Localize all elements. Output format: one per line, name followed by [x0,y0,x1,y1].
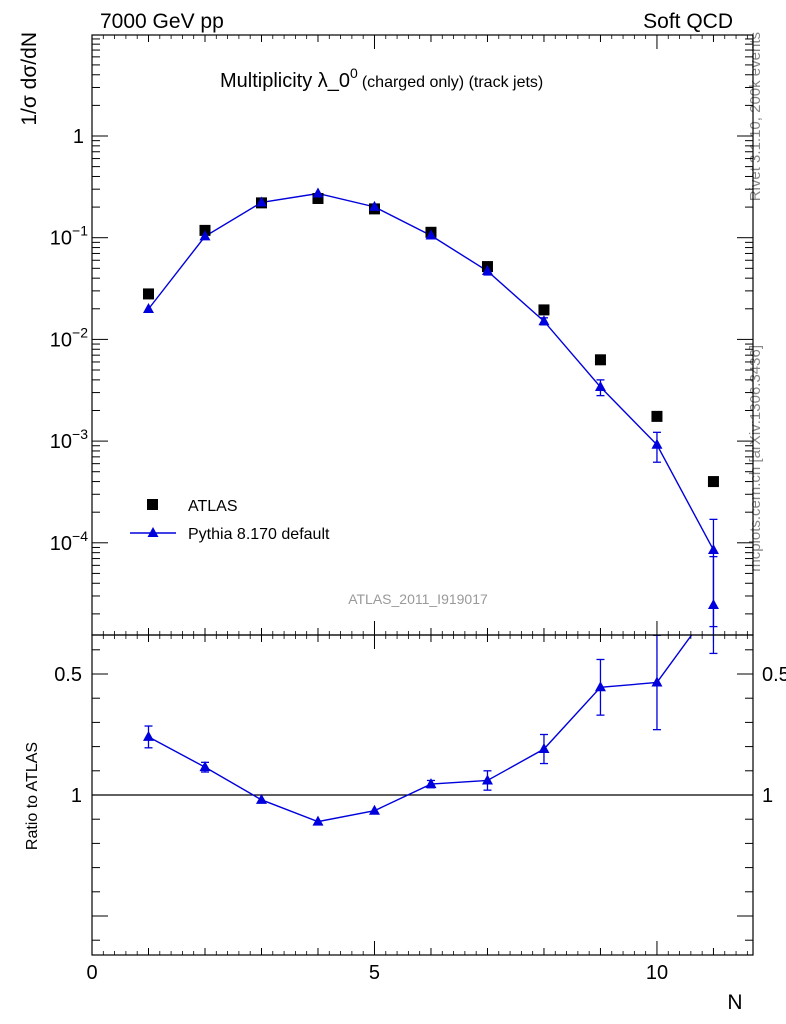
legend-atlas-label: ATLAS [188,498,238,515]
main-y-tick-label: 10−3 [50,426,88,453]
ratio-y-tick-label-left: 1 [71,785,82,807]
x-tick-label: 10 [646,962,668,984]
plot-title: Multiplicity λ_00(charged only) (track j… [220,65,543,92]
atlas-data-point [651,410,663,422]
atlas-data-point [312,192,324,204]
mcplots-label: mcplots.cern.ch [arXiv:1306.3436] [747,345,764,572]
axis-tick-labels: 110−110−210−310−40.50.511220510 [50,126,786,984]
pythia-data-point [142,303,154,314]
x-tick-label: 0 [86,962,97,984]
pythia-data-point [481,265,493,276]
analysis-watermark: ATLAS_2011_I919017 [348,591,488,607]
main-plot-frame [91,34,754,636]
main-y-axis-label: 1/σ dσ/dN [18,32,41,126]
atlas-data-point [538,304,550,316]
energy-label: 7000 GeV pp [100,10,224,33]
pythia-data-point [312,187,324,198]
ratio-data-point [368,804,380,815]
ratio-data-point [481,774,493,785]
pythia-data-point [538,315,550,326]
main-y-tick-label: 10−4 [50,528,88,555]
ratio-plot-frame [91,634,754,956]
x-axis-label: N [727,991,742,1014]
legend-pythia-label: Pythia 8.170 default [188,526,330,543]
ratio-data-point [255,793,267,804]
atlas-data-point [707,476,719,488]
ratio-data-point [199,761,211,772]
ratio-y-tick-label-right: 0.5 [762,664,786,686]
ratio-data-point [651,676,663,687]
pythia-data-point [651,438,663,449]
main-axis-ticks [91,35,753,955]
pythia-line [147,192,715,551]
pythia-data-point [425,229,437,240]
ratio-data-point [707,599,719,610]
main-y-tick-label: 1 [73,126,84,148]
ratio-axis-ticks [92,649,753,941]
legend-pythia-marker [147,527,159,537]
ratio-data-point [594,681,606,692]
x-tick-label: 5 [369,962,380,984]
main-series-marks [142,187,719,628]
atlas-data-point [142,288,154,300]
atlas-data-point [199,224,211,236]
main-y-tick-label: 10−1 [50,223,88,250]
pythia-data-point [199,230,211,241]
ratio-data-point [312,815,324,826]
ratio-y-axis-label: Ratio to ATLAS [24,742,41,850]
pythia-data-point [707,543,719,554]
ratio-data-point [538,743,550,754]
ratio-data-point [425,778,437,789]
legend-atlas-marker [147,499,158,510]
process-label: Soft QCD [643,10,733,33]
pythia-data-point [594,381,606,392]
ratio-y-tick-label-right: 1 [762,785,773,807]
atlas-data-point [594,354,606,366]
ratio-y-tick-label-left: 0.5 [54,664,82,686]
rivet-version-label: Rivet 3.1.10, 200k events [747,32,764,201]
main-y-tick-label: 10−2 [50,324,88,351]
pythia-data-point [255,196,267,207]
ratio-data-point [142,730,154,741]
ratio-series-marks [142,555,719,826]
pythia-data-point [368,200,380,211]
